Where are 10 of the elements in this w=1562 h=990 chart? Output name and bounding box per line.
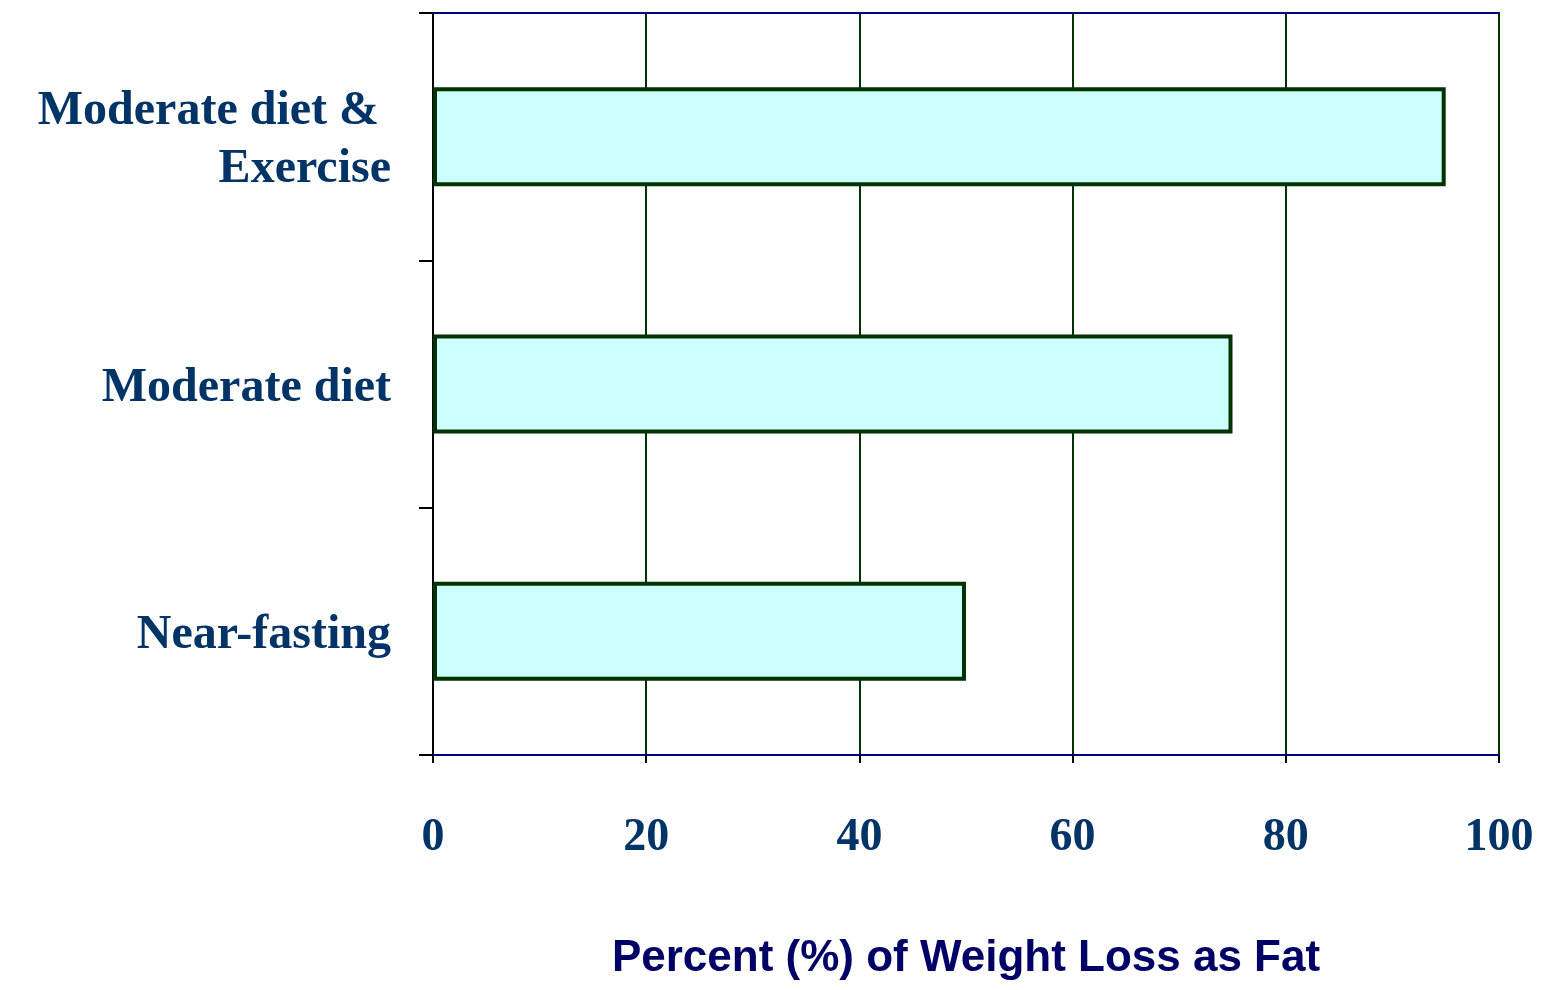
x-tick-label: 60 bbox=[1049, 808, 1096, 860]
x-tick-label: 80 bbox=[1262, 808, 1309, 860]
x-tick-label: 20 bbox=[623, 808, 670, 860]
x-tick-label: 100 bbox=[1464, 808, 1534, 860]
x-tick-label: 0 bbox=[421, 808, 445, 860]
x-tick-label: 40 bbox=[836, 808, 883, 860]
y-tick-label: Near-fasting bbox=[136, 604, 391, 658]
x-axis-title: Percent (%) of Weight Loss as Fat bbox=[611, 930, 1321, 980]
y-tick-label: Moderate diet bbox=[101, 357, 392, 411]
y-tick-label: Moderate diet & Exercise bbox=[37, 81, 391, 193]
